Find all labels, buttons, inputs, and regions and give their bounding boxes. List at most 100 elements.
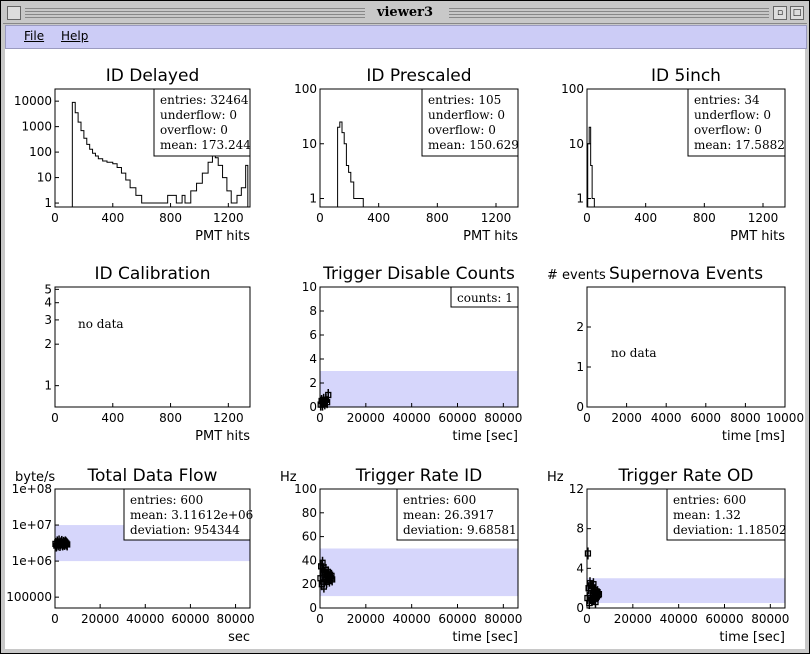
plot-xlabel: time [ms] bbox=[722, 429, 785, 444]
stats-box bbox=[396, 488, 519, 541]
plot-ylabel: # events bbox=[547, 268, 606, 283]
plot-panel-9: Trigger Rate OD Hz 0 20000 40000 60000 80000 0 4… bbox=[547, 466, 789, 645]
plot-frame bbox=[319, 286, 519, 408]
stats-line: underflow: 0 bbox=[694, 108, 771, 122]
plot-xlabel: time [sec] bbox=[452, 429, 518, 444]
plot-ylabel: Hz bbox=[280, 470, 297, 485]
no-data-message: no data bbox=[611, 346, 657, 360]
x-tick-label: 400 bbox=[634, 211, 657, 225]
stats-line: mean: 150.629 bbox=[428, 138, 519, 152]
stats-line: entries: 34 bbox=[694, 93, 760, 107]
y-tick-label: 1e+08 bbox=[12, 482, 52, 496]
y-tick-label: 10 bbox=[302, 280, 317, 294]
x-tick-label: 0 bbox=[51, 411, 59, 425]
histogram-series bbox=[587, 126, 595, 207]
stats-line: overflow: 0 bbox=[694, 123, 762, 137]
x-tick-label: 20000 bbox=[614, 612, 652, 626]
x-tick-label: 40000 bbox=[393, 612, 431, 626]
y-tick-label: 100000 bbox=[6, 590, 52, 604]
y-tick-label: 4 bbox=[44, 296, 52, 310]
y-tick-label: 1 bbox=[576, 192, 584, 206]
plot-range-band bbox=[320, 371, 518, 407]
plot-panel-4: ID Calibration 0 400 800 1200 1 2 3 45 PMT hits no… bbox=[44, 264, 251, 444]
stats-line: deviation: 9.68581 bbox=[403, 523, 517, 537]
x-tick-label: 80000 bbox=[484, 612, 522, 626]
y-tick-label: 2 bbox=[44, 337, 52, 351]
plot-range-band bbox=[587, 578, 785, 604]
x-tick-label: 800 bbox=[159, 411, 182, 425]
plot-xlabel: PMT hits bbox=[195, 429, 250, 444]
y-tick-label: 10 bbox=[37, 171, 52, 185]
y-tick-label: 60 bbox=[302, 530, 317, 544]
x-tick-label: 0 bbox=[316, 612, 324, 626]
plot-xlabel: PMT hits bbox=[195, 229, 250, 244]
x-tick-label: 400 bbox=[101, 211, 124, 225]
plot-panel-6: Supernova Events# events 0 2000 4000 6000 800… bbox=[547, 264, 804, 444]
title-grip-left bbox=[25, 8, 365, 18]
x-tick-label: 1200 bbox=[213, 411, 244, 425]
y-tick-label: 80 bbox=[302, 506, 317, 520]
plot-title: Trigger Disable Counts bbox=[322, 264, 515, 284]
plot-ylabel: Hz bbox=[547, 470, 564, 485]
plot-xlabel: PMT hits bbox=[730, 229, 785, 244]
stats-box bbox=[421, 88, 519, 157]
plot-panel-2: ID Prescaled 0 400 800 1200 1 10 100 PMT hits ent… bbox=[294, 66, 519, 244]
x-tick-label: 4000 bbox=[651, 411, 682, 425]
y-tick-label: 8 bbox=[309, 304, 317, 318]
stats-line: overflow: 0 bbox=[160, 123, 228, 137]
x-tick-label: 800 bbox=[159, 211, 182, 225]
menu-help[interactable]: Help bbox=[61, 29, 89, 43]
plot-ylabel: byte/s bbox=[15, 470, 55, 485]
x-tick-label: 0 bbox=[583, 211, 591, 225]
stats-line: mean: 1.32 bbox=[673, 508, 741, 522]
stats-line: overflow: 0 bbox=[428, 123, 496, 137]
window-title: viewer3 bbox=[376, 5, 434, 20]
y-tick-label: 1000 bbox=[21, 120, 52, 134]
stats-box bbox=[123, 488, 251, 541]
y-tick-label: 100 bbox=[561, 82, 584, 96]
stats-line: entries: 600 bbox=[403, 493, 476, 507]
plot-range-band bbox=[320, 548, 518, 597]
x-tick-label: 800 bbox=[426, 211, 449, 225]
maximize-button[interactable]: □ bbox=[790, 6, 804, 20]
stats-line: mean: 26.3917 bbox=[403, 508, 494, 522]
menu-file[interactable]: File bbox=[24, 29, 45, 43]
x-tick-label: 1200 bbox=[213, 211, 244, 225]
y-tick-label: 0 bbox=[309, 601, 317, 615]
title-bar[interactable]: viewer3 ▫ □ bbox=[3, 3, 807, 24]
plot-title: ID Calibration bbox=[94, 264, 210, 284]
plot-title: ID 5inch bbox=[651, 66, 721, 86]
x-tick-label: 40000 bbox=[393, 411, 431, 425]
plot-title: Supernova Events bbox=[609, 264, 763, 284]
y-tick-label: 12 bbox=[569, 482, 584, 496]
no-data-message: no data bbox=[78, 317, 124, 331]
minimize-button[interactable]: ▫ bbox=[773, 6, 787, 20]
x-tick-label: 10000 bbox=[766, 411, 804, 425]
y-tick-label: 100 bbox=[294, 82, 317, 96]
y-tick-label: 5 bbox=[44, 282, 52, 296]
menu-bar: File Help bbox=[5, 25, 807, 49]
x-tick-label: 0 bbox=[316, 411, 324, 425]
x-tick-label: 8000 bbox=[730, 411, 761, 425]
x-tick-label: 80000 bbox=[484, 411, 522, 425]
x-tick-label: 0 bbox=[51, 211, 59, 225]
x-tick-label: 80000 bbox=[751, 612, 789, 626]
stats-box bbox=[153, 88, 251, 157]
x-tick-label: 20000 bbox=[81, 612, 119, 626]
x-tick-label: 60000 bbox=[171, 612, 209, 626]
x-tick-label: 400 bbox=[367, 211, 390, 225]
window-menu-button[interactable] bbox=[7, 6, 21, 20]
plot-xlabel: sec bbox=[228, 630, 250, 645]
y-tick-label: 1 bbox=[309, 192, 317, 206]
title-grip-right bbox=[449, 8, 769, 18]
histogram-series bbox=[337, 121, 364, 207]
y-tick-label: 10 bbox=[302, 137, 317, 151]
stats-box bbox=[687, 88, 786, 157]
x-tick-label: 0 bbox=[583, 411, 591, 425]
y-tick-label: 1 bbox=[576, 360, 584, 374]
stats-line: counts: 1 bbox=[457, 291, 513, 305]
stats-line: deviation: 1.18502 bbox=[673, 523, 787, 537]
y-tick-label: 20 bbox=[302, 577, 317, 591]
